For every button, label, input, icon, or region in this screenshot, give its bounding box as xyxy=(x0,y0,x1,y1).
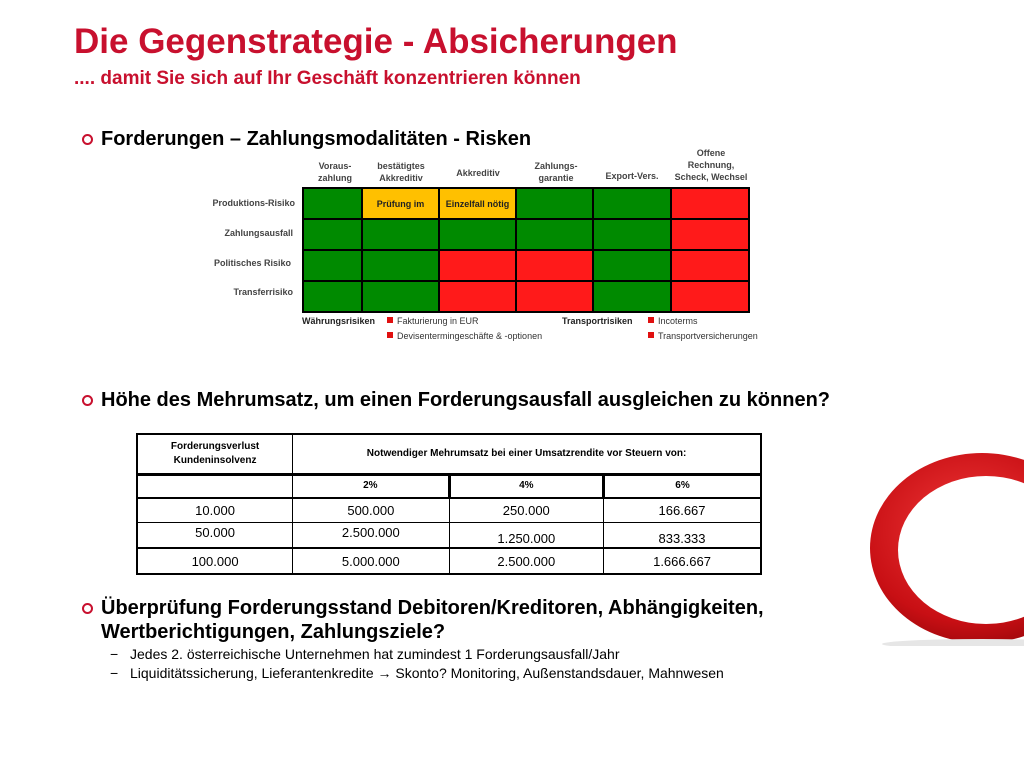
matrix-cell xyxy=(670,218,750,251)
legend-item: Devisentermingeschäfte & -optionen xyxy=(387,331,542,341)
sub-list-item: − Liquiditätssicherung, Lieferantenkredit… xyxy=(110,665,724,681)
legend-transport-label: Transportrisiken xyxy=(562,316,633,326)
matrix-col-header: Akkreditiv xyxy=(456,168,500,178)
matrix-cell xyxy=(361,218,440,251)
bullet-additional-revenue: Höhe des Mehrumsatz, um einen Forderungs… xyxy=(82,388,830,412)
table-cell: 10.000 xyxy=(136,497,294,523)
red-square-icon xyxy=(387,332,393,338)
legend-item: Transportversicherungen xyxy=(648,331,758,341)
matrix-cell xyxy=(592,249,672,282)
matrix-cell xyxy=(515,249,594,282)
matrix-col-header: Offene Rechnung, Scheck, Wechsel xyxy=(674,148,748,182)
bullet-receivables-check: Überprüfung Forderungsstand Debitoren/Kr… xyxy=(82,596,764,644)
table-cell: 1.666.667 xyxy=(603,547,763,575)
matrix-row: Prüfung im Einzelfall nötig xyxy=(302,187,750,220)
table-row: 100.000 5.000.000 2.500.000 1.666.667 xyxy=(136,547,763,575)
matrix-cell xyxy=(515,187,594,220)
legend-item: Incoterms xyxy=(648,316,698,326)
matrix-cell xyxy=(670,280,750,313)
sub-list-item: − Jedes 2. österreichische Unternehmen ha… xyxy=(110,646,620,662)
page-title: Die Gegenstrategie - Absicherungen xyxy=(74,22,678,61)
table-cell xyxy=(136,472,294,499)
table-cell: 2.500.000 xyxy=(292,521,450,549)
matrix-row xyxy=(302,218,750,251)
table-header-cell: Forderungsverlust Kundeninsolvenz xyxy=(136,433,294,475)
table-cell: 2.500.000 xyxy=(448,547,605,575)
matrix-cell xyxy=(515,280,594,313)
matrix-row xyxy=(302,249,750,282)
table-row: Forderungsverlust Kundeninsolvenz Notwend… xyxy=(136,433,763,475)
matrix-cell: Prüfung im xyxy=(361,187,440,220)
bullet-circle-icon xyxy=(82,395,93,406)
table-row: 2% 4% 6% xyxy=(136,472,763,499)
matrix-cell xyxy=(302,280,363,313)
matrix-cell xyxy=(592,218,672,251)
table-cell: 166.667 xyxy=(603,497,763,523)
table-row: 10.000 500.000 250.000 166.667 xyxy=(136,497,763,523)
bullet-text: Forderungen – Zahlungsmodalitäten - Risk… xyxy=(101,128,532,150)
matrix-cell xyxy=(592,187,672,220)
matrix-row-header: Transferrisiko xyxy=(233,287,293,297)
matrix-cell xyxy=(438,280,517,313)
table-header-cell: 4% xyxy=(447,472,605,499)
bullet-text: Überprüfung Forderungsstand Debitoren/Kr… xyxy=(101,597,764,643)
bullet-payment-risks: Forderungen – Zahlungsmodalitäten - Risk… xyxy=(82,127,531,151)
matrix-col-header: Export-Vers. xyxy=(605,171,659,181)
matrix-cell xyxy=(302,218,363,251)
matrix-cell xyxy=(670,249,750,282)
table-header-cell: Notwendiger Mehrumsatz bei einer Umsatzr… xyxy=(292,433,763,475)
table-cell: 5.000.000 xyxy=(292,547,450,575)
table-cell: 250.000 xyxy=(448,497,605,523)
matrix-cell xyxy=(670,187,750,220)
red-o-logo-icon xyxy=(870,453,1024,646)
matrix-row-header: Zahlungsausfall xyxy=(224,228,293,238)
red-square-icon xyxy=(648,332,654,338)
bullet-circle-icon xyxy=(82,603,93,614)
table-cell: 500.000 xyxy=(292,497,450,523)
table-cell: 100.000 xyxy=(136,547,294,575)
risk-matrix: Prüfung im Einzelfall nötig xyxy=(302,187,750,313)
matrix-cell xyxy=(438,218,517,251)
red-square-icon xyxy=(648,317,654,323)
table-header-cell: 6% xyxy=(602,472,763,499)
table-row: 50.000 2.500.000 1.250.000 833.333 xyxy=(136,521,763,549)
revenue-table: Forderungsverlust Kundeninsolvenz Notwend… xyxy=(136,433,763,575)
matrix-row-header: Politisches Risiko xyxy=(213,258,291,268)
matrix-cell xyxy=(361,280,440,313)
matrix-cell: Einzelfall nötig xyxy=(438,187,517,220)
legend-currency-label: Währungsrisiken xyxy=(302,316,376,326)
matrix-row-header: Produktions-Risiko xyxy=(212,198,295,208)
matrix-cell xyxy=(302,187,363,220)
bullet-text: Höhe des Mehrumsatz, um einen Forderungs… xyxy=(101,389,831,411)
matrix-col-header: Zahlungs-garantie xyxy=(534,161,578,183)
matrix-col-header: bestätigtes Akkreditiv xyxy=(377,161,425,183)
matrix-cell xyxy=(361,249,440,282)
matrix-cell xyxy=(438,249,517,282)
legend-item: Fakturierung in EUR xyxy=(387,316,479,326)
table-cell: 833.333 xyxy=(603,521,763,549)
bullet-circle-icon xyxy=(82,134,93,145)
matrix-row xyxy=(302,280,750,313)
matrix-cell xyxy=(302,249,363,282)
table-cell: 1.250.000 xyxy=(448,521,605,549)
red-square-icon xyxy=(387,317,393,323)
table-cell: 50.000 xyxy=(136,521,294,549)
table-header-cell: 2% xyxy=(292,472,450,499)
matrix-cell xyxy=(592,280,672,313)
matrix-col-header: Voraus-zahlung xyxy=(318,161,352,183)
matrix-cell xyxy=(515,218,594,251)
page-subtitle: .... damit Sie sich auf Ihr Geschäft kon… xyxy=(74,68,581,89)
